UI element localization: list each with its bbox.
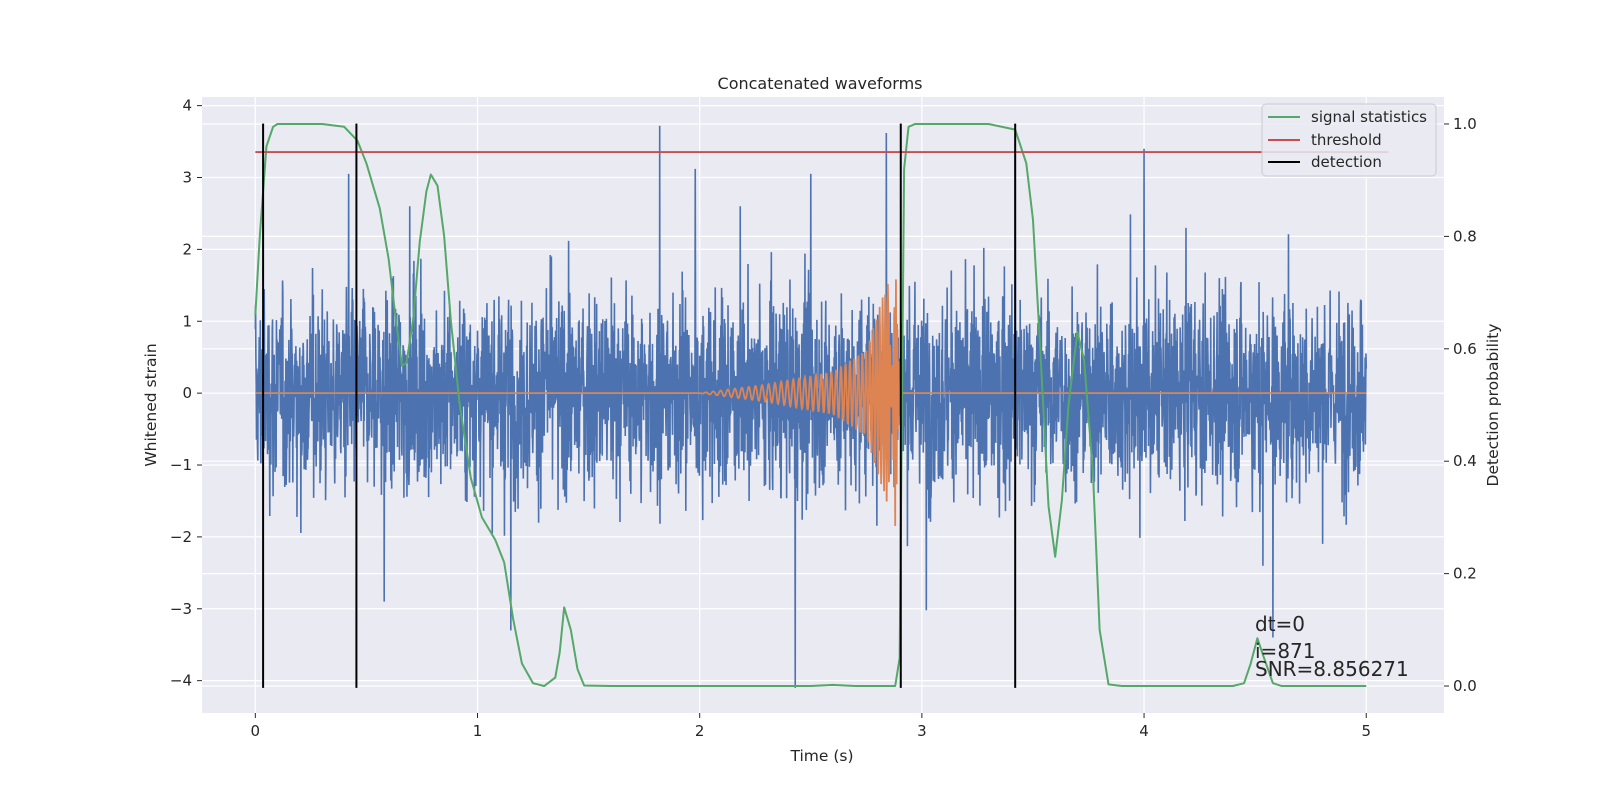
y-tick-label: −4 bbox=[170, 672, 192, 690]
y2-tick-label: 0.2 bbox=[1453, 565, 1477, 583]
y2-tick-label: 0.8 bbox=[1453, 227, 1477, 245]
y-tick-label: −2 bbox=[170, 528, 192, 546]
y2-tick-label: 0.4 bbox=[1453, 452, 1477, 470]
x-tick-label: 4 bbox=[1139, 722, 1149, 740]
annotation-snr: SNR=8.856271 bbox=[1255, 657, 1409, 681]
y-tick-label: 1 bbox=[182, 312, 192, 330]
y-tick-label: 3 bbox=[182, 169, 192, 187]
signal-statistics-series bbox=[254, 122, 1367, 688]
y-tick-label: −1 bbox=[170, 456, 192, 474]
legend: signal statistics threshold detection bbox=[1261, 103, 1437, 177]
x-tick-label: 3 bbox=[917, 722, 927, 740]
x-tick-label: 0 bbox=[251, 722, 261, 740]
signal-statistics-line bbox=[254, 122, 1367, 688]
chirp-series bbox=[255, 279, 1367, 527]
y2-tick-label: 0.6 bbox=[1453, 340, 1477, 358]
x-tick-label: 2 bbox=[695, 722, 705, 740]
annotation-dt: dt=0 bbox=[1255, 612, 1305, 636]
y-tick-label: 2 bbox=[182, 240, 192, 258]
chart-title: Concatenated waveforms bbox=[718, 74, 923, 93]
y2-tick-label: 0.0 bbox=[1453, 677, 1477, 695]
x-tick-label: 5 bbox=[1361, 722, 1371, 740]
legend-box bbox=[1261, 103, 1437, 177]
strain-line bbox=[254, 125, 1368, 688]
y2-tick-label: 1.0 bbox=[1453, 115, 1477, 133]
chirp-line bbox=[255, 279, 1367, 527]
annotation-index: i=871 bbox=[1255, 639, 1316, 663]
strain-series bbox=[254, 125, 1368, 688]
y-axis-label: Whitened strain bbox=[142, 343, 160, 466]
detection-lines bbox=[262, 123, 1017, 688]
legend-label-detection: detection bbox=[1311, 153, 1382, 171]
legend-label-threshold: threshold bbox=[1311, 131, 1382, 149]
x-axis-label: Time (s) bbox=[789, 747, 853, 765]
y-tick-label: 4 bbox=[182, 97, 192, 115]
x-tick-label: 1 bbox=[473, 722, 483, 740]
legend-label-signal-statistics: signal statistics bbox=[1311, 108, 1427, 126]
y-tick-label: 0 bbox=[182, 384, 192, 402]
y2-axis-label: Detection probability bbox=[1484, 324, 1502, 487]
axis-ticks: 0 1 2 3 4 5 4 3 2 1 0 −1 −2 −3 −4 1.0 0.8 0.6 0.4 0.2 0.0 bbox=[170, 97, 1477, 740]
y-tick-label: −3 bbox=[170, 600, 192, 618]
